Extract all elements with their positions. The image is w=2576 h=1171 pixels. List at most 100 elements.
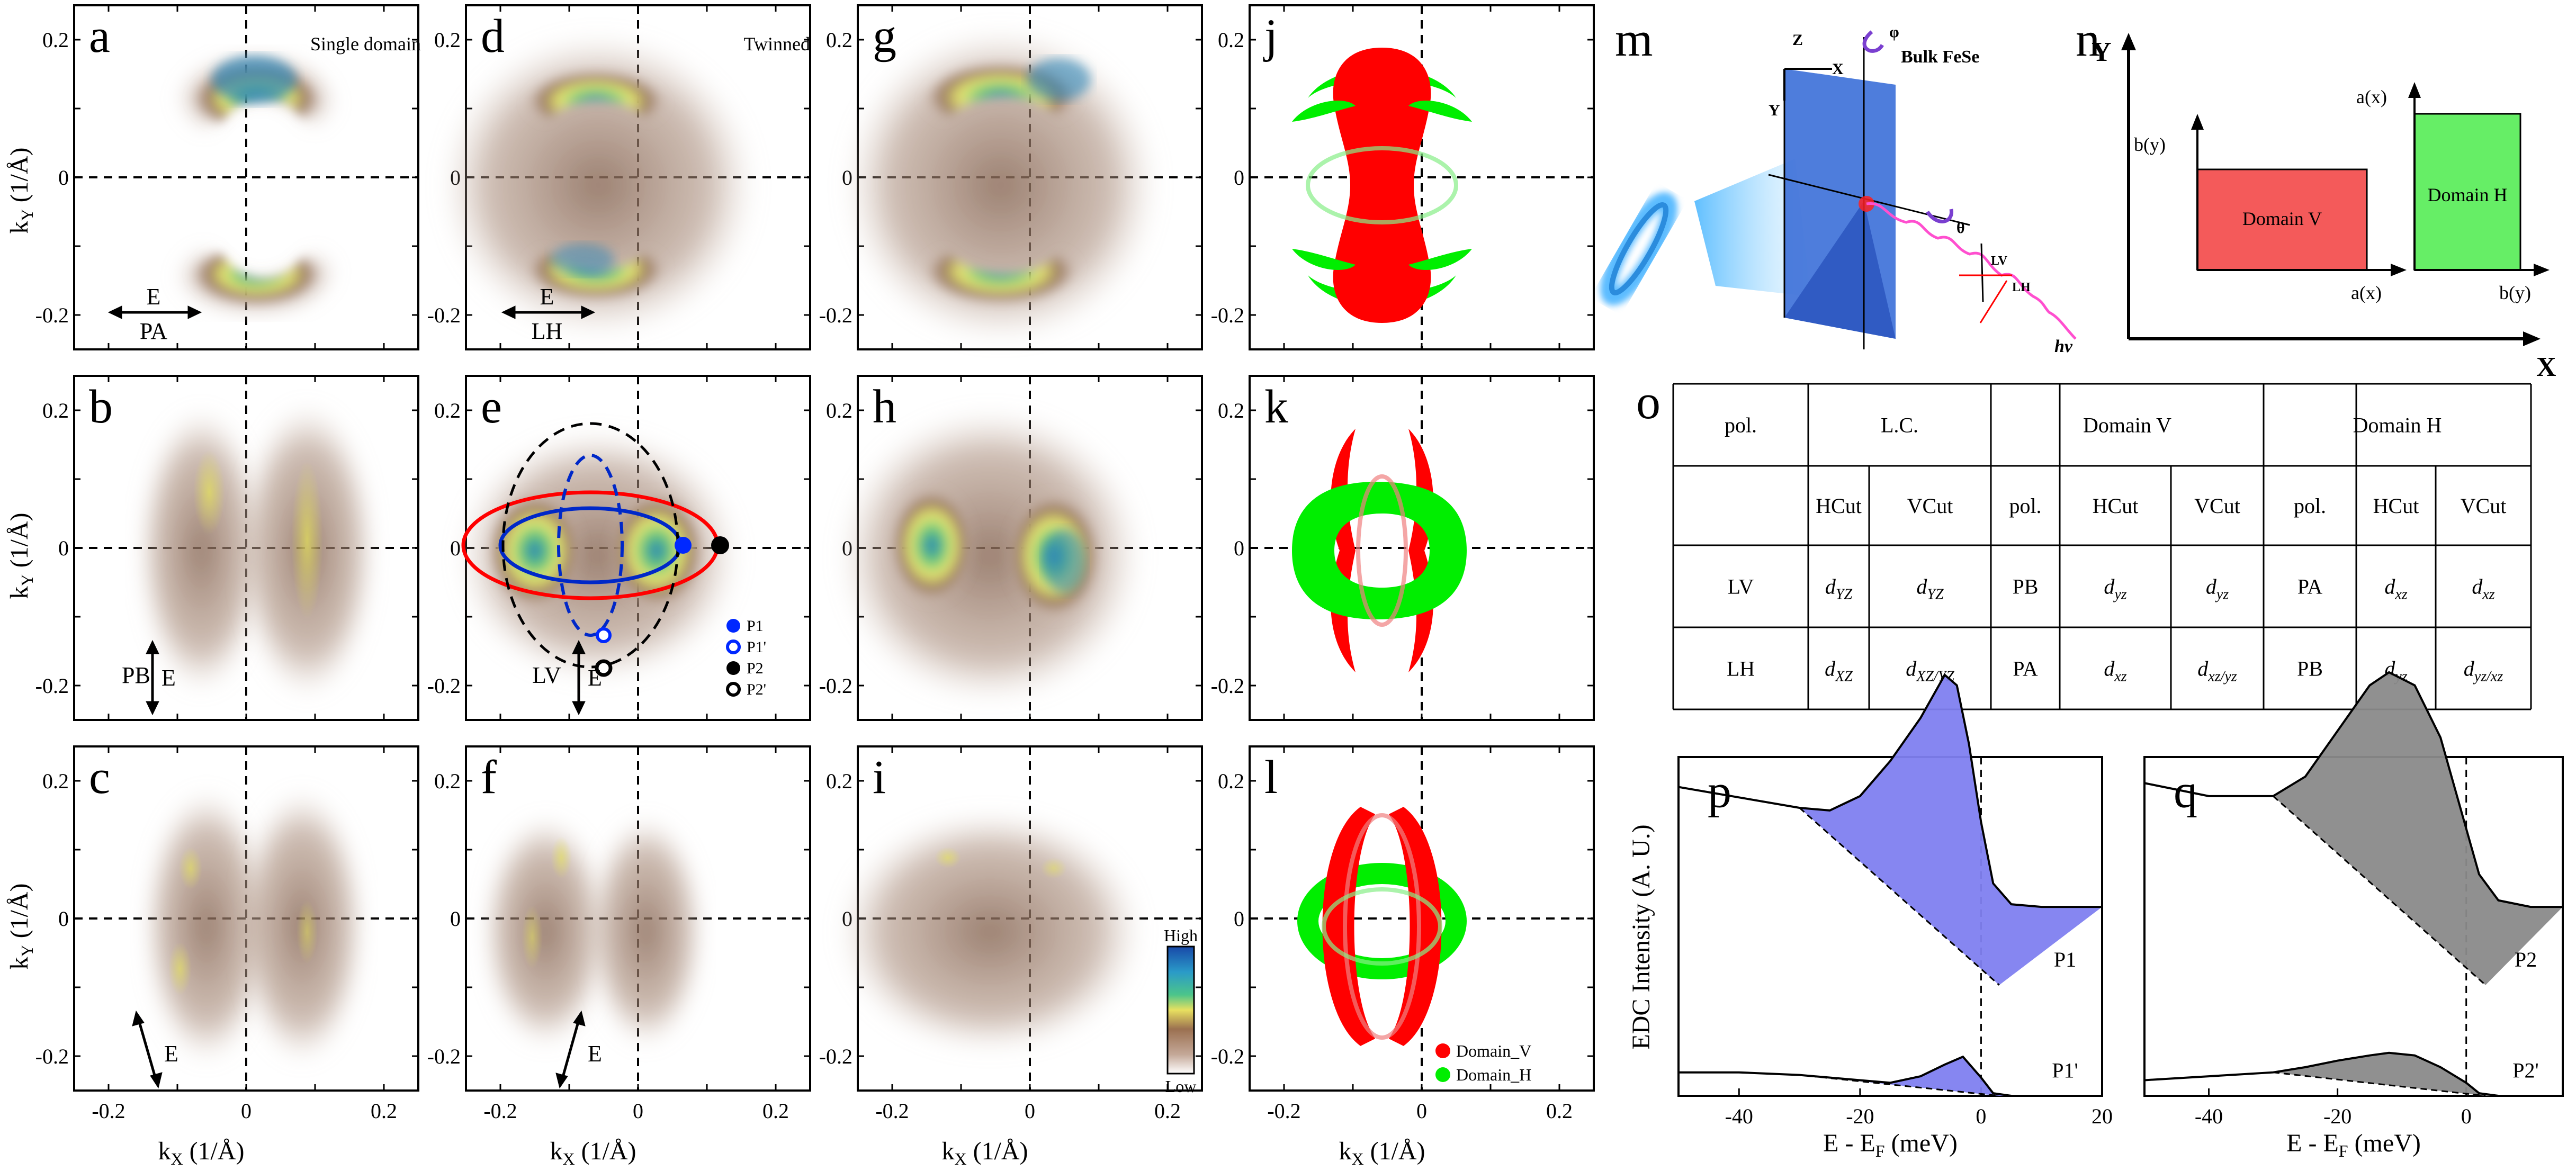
x-tick-label: 0.2 bbox=[1154, 1099, 1181, 1123]
table-subheader-cell: HCut bbox=[1816, 494, 1862, 518]
panel-m-z: Z bbox=[1792, 31, 1803, 49]
panel-m-lv: LV bbox=[1991, 254, 2008, 268]
panel-a-e-label: E bbox=[147, 284, 161, 310]
panel-letter-g: g bbox=[873, 10, 896, 62]
panel-a-note: Single domain bbox=[310, 33, 421, 55]
edc-tick-label: 0 bbox=[1976, 1104, 1986, 1128]
legend-domain-v-label: Domain_V bbox=[1456, 1041, 1531, 1060]
panel-k-schematic bbox=[1292, 429, 1467, 672]
edc-curve-P1' bbox=[1679, 1055, 2102, 1097]
polarization-indicators: E PA E LH PB E LV E E E bbox=[107, 284, 602, 1089]
y-tick-label: -0.2 bbox=[1211, 1044, 1244, 1068]
panel-j-axes: 0.2 0 -0.2 j bbox=[1211, 4, 1595, 350]
panel-d-intensity bbox=[439, 32, 757, 339]
edc-background-P1 bbox=[1799, 807, 2000, 986]
panel-a-axes: 0.2 0 -0.2 a bbox=[35, 4, 419, 350]
panel-e-intensity bbox=[455, 429, 741, 683]
panel-n-letter: n bbox=[2076, 12, 2100, 66]
y-tick-label: -0.2 bbox=[819, 674, 852, 698]
panel-d-pol-label: LH bbox=[532, 318, 563, 344]
x-tick-label: 0.2 bbox=[1546, 1099, 1573, 1123]
table-cell: dxz bbox=[2104, 657, 2126, 685]
x-axis-label-col4: kX (1/Å) bbox=[1339, 1137, 1425, 1168]
edc-fill-P1 bbox=[1799, 674, 2102, 985]
y-tick-label: 0 bbox=[58, 166, 69, 190]
panel-n-x-axis: X bbox=[2536, 352, 2556, 382]
table-cell: dyz bbox=[2104, 575, 2126, 603]
y-tick-label: -0.2 bbox=[1211, 303, 1244, 327]
edc-frame bbox=[1677, 756, 2103, 1097]
point-p2 bbox=[711, 536, 729, 554]
x-axis-labels: kX (1/Å) kX (1/Å) kX (1/Å) kX (1/Å) bbox=[158, 1137, 1425, 1168]
y-axis-label-row3: kY (1/Å) bbox=[5, 883, 37, 969]
table-subheader-cell: pol. bbox=[2009, 494, 2041, 518]
panel-m-theta: θ bbox=[1956, 219, 1965, 237]
panel-k-red-arcs bbox=[1331, 429, 1433, 672]
y-tick-label: 0.2 bbox=[1218, 28, 1244, 52]
y-tick-label: 0 bbox=[1234, 907, 1244, 931]
panel-j-schematic bbox=[1292, 48, 1472, 323]
panel-b-intensity bbox=[138, 402, 376, 699]
panel-a-pol-label: PA bbox=[140, 318, 167, 344]
y-tick-label: 0 bbox=[1234, 166, 1244, 190]
y-tick-label: -0.2 bbox=[427, 674, 461, 698]
x-tick-label: -0.2 bbox=[92, 1099, 125, 1123]
panel-n-ax1: a(x) bbox=[2351, 282, 2382, 303]
panel-e-e-label: E bbox=[588, 665, 602, 691]
table-header-cell: pol. bbox=[1725, 413, 1757, 437]
panel-o-letter: o bbox=[1636, 375, 1661, 429]
x-tick-label: -0.2 bbox=[1267, 1099, 1300, 1123]
panel-n-ax2: a(x) bbox=[2356, 86, 2387, 107]
panel-m-y: Y bbox=[1769, 102, 1780, 119]
x-tick-label: 0.2 bbox=[371, 1099, 397, 1123]
panel-letter-e: e bbox=[481, 381, 502, 433]
legend-domain-h-dot bbox=[1435, 1067, 1450, 1082]
x-tick-label: 0 bbox=[633, 1099, 643, 1123]
legend-domain-v-dot bbox=[1435, 1043, 1450, 1058]
edc-fill-P2 bbox=[2273, 672, 2563, 985]
edc-label-P2: P2 bbox=[2515, 948, 2537, 971]
y-tick-label: 0.2 bbox=[1218, 769, 1244, 793]
colorbar-low: Low bbox=[1165, 1077, 1197, 1096]
table-subheader-cell: VCut bbox=[2194, 494, 2240, 518]
panel-letter-d: d bbox=[481, 10, 505, 62]
x-tick-label: 0 bbox=[1416, 1099, 1427, 1123]
edc-tick-label: -40 bbox=[1725, 1104, 1753, 1128]
panel-l-schematic bbox=[1297, 807, 1467, 1046]
x-tick-label: 0 bbox=[1025, 1099, 1035, 1123]
y-tick-label: 0 bbox=[58, 536, 69, 560]
table-cell: dxz bbox=[2384, 575, 2407, 603]
panel-m-x: X bbox=[1832, 60, 1844, 78]
y-tick-label: -0.2 bbox=[427, 303, 461, 327]
panel-n-by2: b(y) bbox=[2499, 282, 2531, 303]
legend-e-p2: P2 bbox=[747, 660, 764, 677]
colorbar-high: High bbox=[1164, 926, 1198, 945]
table-cell: PB bbox=[2013, 575, 2039, 599]
edc-label-P1': P1' bbox=[2052, 1058, 2078, 1082]
table-cell: LV bbox=[1728, 575, 1754, 599]
y-tick-label: 0.2 bbox=[42, 28, 69, 52]
table-subheader-cell: VCut bbox=[1907, 494, 1953, 518]
y-axis-labels: kY (1/Å) kY (1/Å) kY (1/Å) bbox=[5, 147, 37, 969]
y-axis-label-row2: kY (1/Å) bbox=[5, 512, 37, 599]
panel-m-letter: m bbox=[1615, 12, 1653, 66]
legend-e-p1-prime: P1' bbox=[747, 638, 766, 656]
domain-v-label: Domain V bbox=[2242, 208, 2322, 229]
panel-m-dark-wedge bbox=[1784, 201, 1896, 339]
panel-k-axes: 0.2 0 -0.2 k bbox=[1211, 375, 1595, 721]
x-axis-label-col1: kX (1/Å) bbox=[158, 1137, 244, 1168]
y-tick-label: 0 bbox=[1234, 536, 1244, 560]
table-subheader-cell: HCut bbox=[2373, 494, 2419, 518]
panel-m-schematic: m Bulk FeSe Z X Y φ θ LV LH hν bbox=[1600, 12, 2077, 356]
table-header-cell: Domain H bbox=[2353, 413, 2442, 437]
y-axis-label-row1: kY (1/Å) bbox=[5, 147, 37, 233]
panel-letter-l: l bbox=[1264, 751, 1278, 804]
panel-letter-h: h bbox=[873, 381, 896, 433]
edc-y-axis-label: EDC Intensity (A. U.) bbox=[1627, 824, 1655, 1049]
table-subheader-cell: VCut bbox=[2461, 494, 2507, 518]
edc-tick-label: -20 bbox=[1846, 1104, 1874, 1128]
y-tick-label: 0.2 bbox=[826, 399, 852, 422]
edc-x-label: E - EF (meV) bbox=[2286, 1129, 2421, 1160]
y-tick-label: -0.2 bbox=[35, 303, 69, 327]
